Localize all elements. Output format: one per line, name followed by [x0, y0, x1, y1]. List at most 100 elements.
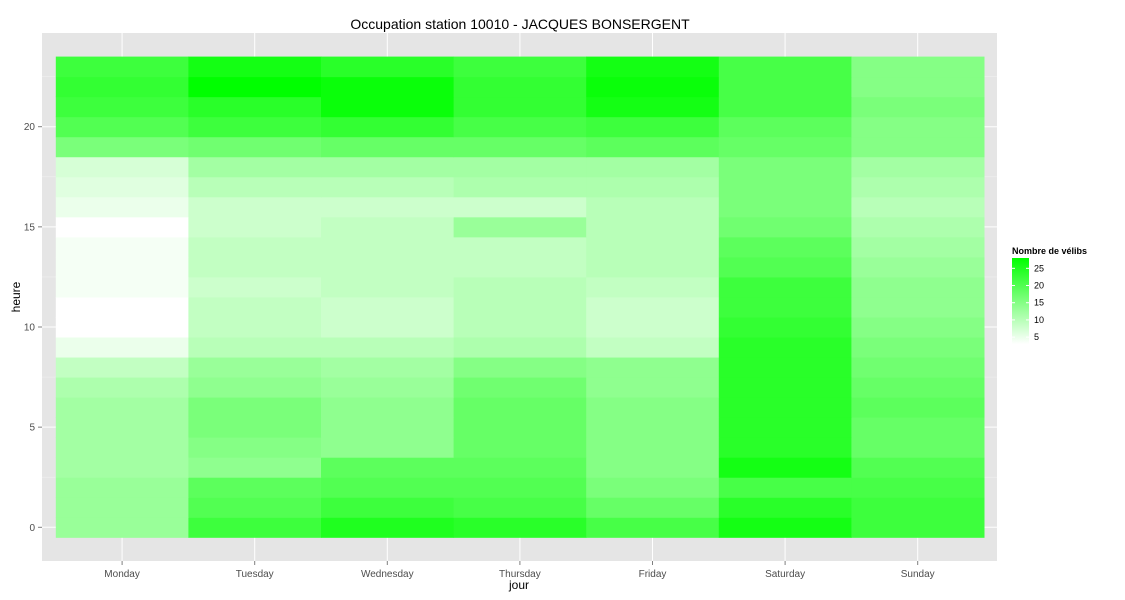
heatmap-cell [55, 196, 189, 218]
heatmap-cell [321, 517, 455, 538]
heatmap-cell [453, 56, 587, 78]
heatmap-cell [321, 236, 455, 258]
heatmap-cell [851, 357, 985, 378]
heatmap-cell [718, 56, 852, 78]
heatmap-cell [718, 457, 852, 478]
heatmap-cell [321, 417, 455, 438]
heatmap-cell [321, 437, 455, 458]
heatmap-cell [188, 296, 322, 318]
heatmap-cell [321, 196, 455, 218]
y-axis: 0 5 10 15 20 [24, 122, 42, 534]
heatmap-cell [453, 236, 587, 258]
heatmap-cell [586, 357, 720, 378]
heatmap-cell [55, 517, 189, 538]
heatmap-cell [55, 477, 189, 498]
heatmap-cell [321, 156, 455, 178]
heatmap-cell [586, 437, 720, 458]
x-tick-label: Friday [639, 569, 667, 580]
heatmap-cell [321, 116, 455, 138]
heatmap-cell [586, 116, 720, 138]
heatmap-cell [188, 397, 322, 418]
heatmap-cell [321, 497, 455, 518]
heatmap-cell [188, 417, 322, 438]
heatmap-cell [851, 56, 985, 78]
heatmap-cell [321, 56, 455, 78]
heatmap-cell [55, 256, 189, 278]
x-tick-label: Saturday [765, 569, 805, 580]
heatmap-cell [188, 76, 322, 98]
heatmap-cell [321, 176, 455, 198]
heatmap-cell [586, 296, 720, 318]
heatmap-cell [188, 316, 322, 338]
heatmap-cell [851, 437, 985, 458]
heatmap-cell [718, 176, 852, 198]
heatmap-cell [188, 96, 322, 118]
heatmap-cell [586, 256, 720, 278]
heatmap-cell [453, 276, 587, 298]
x-tick-label: Wednesday [361, 569, 414, 580]
heatmap-cell [453, 156, 587, 178]
heatmap-cell [851, 76, 985, 98]
heatmap-cell [188, 477, 322, 498]
heatmap-cell [851, 256, 985, 278]
heatmap-cell [718, 316, 852, 338]
heatmap-cell [453, 96, 587, 118]
heatmap-cell [55, 377, 189, 398]
heatmap-cell [188, 337, 322, 358]
legend-tick-label: 10 [1034, 315, 1044, 325]
heatmap-cell [188, 497, 322, 518]
heatmap-cell [55, 397, 189, 418]
heatmap-cell [453, 136, 587, 158]
heatmap-cell [453, 337, 587, 358]
heatmap-cell [718, 96, 852, 118]
heatmap-cell [188, 116, 322, 138]
heatmap-cell [321, 96, 455, 118]
heatmap-cell [453, 296, 587, 318]
heatmap-cell [851, 477, 985, 498]
heatmap-cell [851, 296, 985, 318]
legend-tick-label: 20 [1034, 281, 1044, 291]
heatmap-cell [188, 156, 322, 178]
heatmap-cell [55, 176, 189, 198]
heatmap-cell [718, 156, 852, 178]
heatmap-cell [586, 136, 720, 158]
heatmap-cell [453, 437, 587, 458]
heatmap-cell [851, 96, 985, 118]
heatmap-cell [586, 156, 720, 178]
heatmap-cell [55, 76, 189, 98]
heatmap-cell [718, 276, 852, 298]
heatmap-cell [718, 256, 852, 278]
x-tick-label: Thursday [499, 569, 541, 580]
heatmap-cell [586, 196, 720, 218]
heatmap-cell [321, 76, 455, 98]
heatmap-cell [851, 156, 985, 178]
heatmap-cell [453, 397, 587, 418]
color-legend: Nombre de vélibs 5 10 15 20 25 [1012, 246, 1087, 344]
heatmap-cell [453, 517, 587, 538]
heatmap-cell [718, 517, 852, 538]
heatmap-cell [321, 377, 455, 398]
heatmap-cell [55, 457, 189, 478]
heatmap-cell [55, 216, 189, 238]
heatmap-cell [851, 457, 985, 478]
heatmap-cell [718, 296, 852, 318]
heatmap-cell [321, 337, 455, 358]
heatmap-cell [55, 96, 189, 118]
heatmap-cell [718, 377, 852, 398]
heatmap-cell [586, 176, 720, 198]
heatmap-cell [851, 196, 985, 218]
heatmap-cell [851, 276, 985, 298]
heatmap-cell [586, 497, 720, 518]
heatmap-cell [55, 316, 189, 338]
heatmap-cell [321, 316, 455, 338]
heatmap-cell [453, 256, 587, 278]
heatmap-cell [586, 457, 720, 478]
heatmap-cell [586, 56, 720, 78]
heatmap-cell [851, 517, 985, 538]
heatmap-cell [851, 337, 985, 358]
heatmap-cell [718, 136, 852, 158]
heatmap-cell [321, 136, 455, 158]
heatmap-cell [321, 357, 455, 378]
heatmap-cell [321, 276, 455, 298]
heatmap-cell [453, 116, 587, 138]
